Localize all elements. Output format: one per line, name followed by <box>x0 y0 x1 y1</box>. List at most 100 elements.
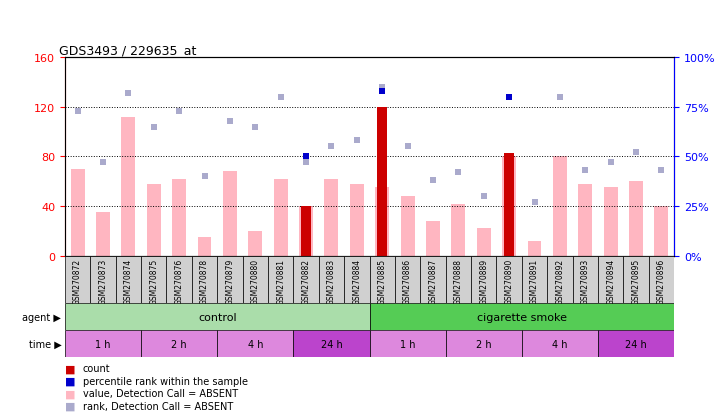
Text: GSM270878: GSM270878 <box>200 259 209 304</box>
Text: ■: ■ <box>65 401 76 411</box>
Bar <box>369 330 446 357</box>
Bar <box>217 256 242 304</box>
Bar <box>319 256 344 304</box>
Text: GSM270892: GSM270892 <box>555 259 565 304</box>
Bar <box>369 256 395 304</box>
Text: GSM270886: GSM270886 <box>403 259 412 304</box>
Text: GSM270883: GSM270883 <box>327 259 336 304</box>
Text: agent ▶: agent ▶ <box>22 312 61 322</box>
Bar <box>65 330 141 357</box>
Text: ■: ■ <box>65 376 76 386</box>
Text: 4 h: 4 h <box>247 339 263 349</box>
Text: GSM270880: GSM270880 <box>251 259 260 304</box>
Bar <box>377 107 387 256</box>
Bar <box>598 256 624 304</box>
Text: control: control <box>198 312 236 322</box>
Bar <box>522 330 598 357</box>
Bar <box>603 188 618 256</box>
Bar <box>629 182 643 256</box>
Text: GSM270879: GSM270879 <box>226 259 234 304</box>
Bar <box>65 256 90 304</box>
Bar <box>217 330 293 357</box>
Bar <box>141 330 217 357</box>
Text: GSM270895: GSM270895 <box>632 259 640 304</box>
Text: GSM270884: GSM270884 <box>353 259 361 304</box>
Bar <box>547 256 572 304</box>
Bar <box>553 157 567 256</box>
Bar <box>65 304 369 330</box>
Text: GSM270873: GSM270873 <box>99 259 107 304</box>
Text: GSM270890: GSM270890 <box>505 259 513 304</box>
Bar <box>572 256 598 304</box>
Bar <box>96 213 110 256</box>
Text: value, Detection Call = ABSENT: value, Detection Call = ABSENT <box>83 388 238 398</box>
Bar <box>198 237 211 256</box>
Bar <box>522 256 547 304</box>
Text: GSM270889: GSM270889 <box>479 259 488 304</box>
Text: 2 h: 2 h <box>172 339 187 349</box>
Bar <box>504 153 514 256</box>
Bar <box>598 330 674 357</box>
Text: ■: ■ <box>65 388 76 398</box>
Bar <box>401 197 415 256</box>
Bar <box>420 256 446 304</box>
Text: 24 h: 24 h <box>321 339 342 349</box>
Bar <box>395 256 420 304</box>
Bar <box>293 256 319 304</box>
Bar <box>242 256 268 304</box>
Text: GSM270888: GSM270888 <box>454 259 463 304</box>
Text: rank, Detection Call = ABSENT: rank, Detection Call = ABSENT <box>83 401 233 411</box>
Bar <box>528 241 541 256</box>
Bar <box>301 206 311 256</box>
Bar <box>649 256 674 304</box>
Bar <box>350 184 364 256</box>
Text: time ▶: time ▶ <box>29 339 61 349</box>
Bar <box>446 256 471 304</box>
Bar <box>344 256 369 304</box>
Bar <box>477 229 491 256</box>
Bar <box>293 330 369 357</box>
Bar <box>147 184 161 256</box>
Bar <box>375 188 389 256</box>
Text: GSM270876: GSM270876 <box>174 259 184 304</box>
Bar <box>497 256 522 304</box>
Text: percentile rank within the sample: percentile rank within the sample <box>83 376 248 386</box>
Bar <box>578 184 592 256</box>
Text: GSM270893: GSM270893 <box>581 259 590 304</box>
Text: 2 h: 2 h <box>476 339 492 349</box>
Bar <box>172 179 186 256</box>
Text: GSM270875: GSM270875 <box>149 259 158 304</box>
Bar <box>446 330 522 357</box>
Text: GSM270891: GSM270891 <box>530 259 539 304</box>
Bar <box>192 256 217 304</box>
Text: 1 h: 1 h <box>95 339 111 349</box>
Text: 24 h: 24 h <box>625 339 647 349</box>
Text: GSM270894: GSM270894 <box>606 259 615 304</box>
Text: GSM270882: GSM270882 <box>301 259 311 304</box>
Bar <box>90 256 115 304</box>
Bar <box>451 204 465 256</box>
Text: GSM270872: GSM270872 <box>73 259 82 304</box>
Text: GSM270887: GSM270887 <box>428 259 438 304</box>
Bar <box>502 157 516 256</box>
Bar <box>274 179 288 256</box>
Text: ■: ■ <box>65 363 76 373</box>
Text: GSM270874: GSM270874 <box>124 259 133 304</box>
Bar <box>248 231 262 256</box>
Text: cigarette smoke: cigarette smoke <box>477 312 567 322</box>
Bar <box>324 179 338 256</box>
Text: 1 h: 1 h <box>400 339 415 349</box>
Bar <box>624 256 649 304</box>
Text: GSM270881: GSM270881 <box>276 259 286 304</box>
Bar <box>471 256 497 304</box>
Bar <box>167 256 192 304</box>
Text: 4 h: 4 h <box>552 339 567 349</box>
Bar <box>268 256 293 304</box>
Bar <box>655 206 668 256</box>
Text: GSM270885: GSM270885 <box>378 259 386 304</box>
Text: GDS3493 / 229635_at: GDS3493 / 229635_at <box>59 44 196 57</box>
Bar <box>71 169 84 256</box>
Bar <box>299 206 313 256</box>
Text: GSM270896: GSM270896 <box>657 259 666 304</box>
Bar <box>121 117 136 256</box>
